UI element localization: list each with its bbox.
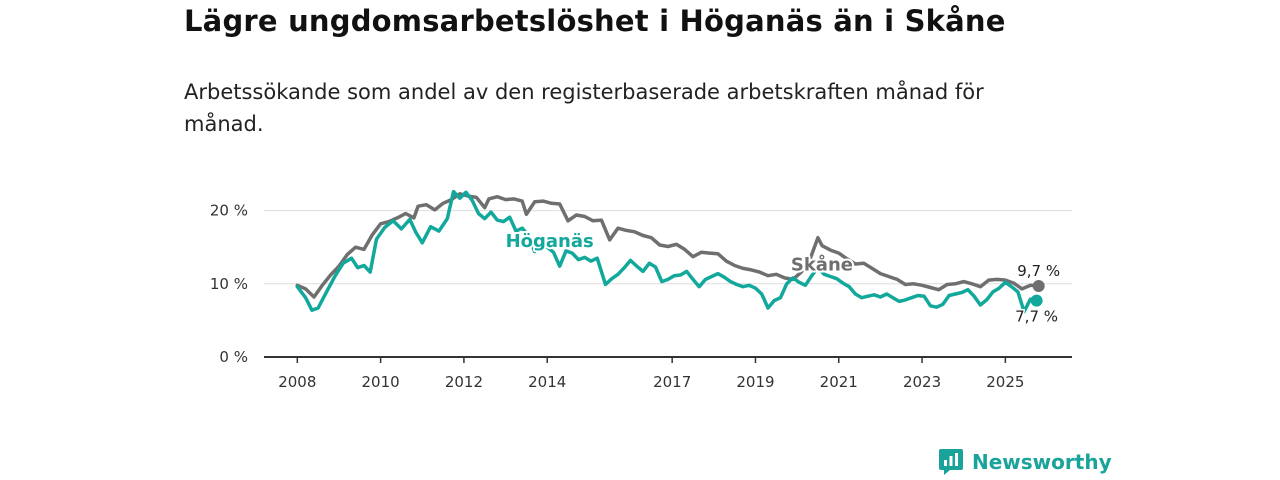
x-tick-label: 2021 (820, 373, 858, 391)
series-label-hoganas: Höganäs (506, 231, 594, 252)
newsworthy-logo[interactable]: Newsworthy (938, 448, 1112, 476)
series-line-hoganas (295, 189, 1039, 314)
series-lines (295, 189, 1045, 314)
page-title: Lägre ungdomsarbetslöshet i Höganäs än i… (184, 4, 1006, 38)
end-label-hoganas: 7,7 % (1015, 308, 1058, 326)
x-tick-label: 2012 (445, 373, 483, 391)
gridlines (264, 210, 1072, 285)
series-label-skane: Skåne (791, 254, 853, 276)
newsworthy-logo-icon (939, 449, 963, 475)
page-subtitle: Arbetssökande som andel av den registerb… (184, 80, 984, 136)
x-tick-label: 2008 (278, 373, 316, 391)
end-marker-skane (1032, 279, 1045, 292)
series-labels: 9,7 % 7,7 % Höganäs Skåne (504, 229, 1062, 327)
x-tick-label: 2010 (362, 373, 400, 391)
y-tick-label: 10 % (210, 275, 248, 293)
x-axis-ticks: 2008 2010 2012 2014 2017 2019 2021 2023 2025 (264, 356, 1072, 391)
y-axis-ticks: 0 % 10 % 20 % (210, 202, 248, 366)
x-tick-label: 2017 (653, 373, 691, 391)
x-tick-label: 2014 (528, 373, 566, 391)
end-label-skane: 9,7 % (1017, 262, 1060, 280)
x-tick-label: 2023 (903, 373, 941, 391)
x-tick-label: 2025 (986, 373, 1024, 391)
y-tick-label: 20 % (210, 202, 248, 220)
series-line-skane (295, 192, 1041, 299)
end-marker-hoganas (1030, 294, 1043, 307)
brand-name: Newsworthy (972, 450, 1112, 474)
y-tick-label: 0 % (219, 348, 248, 366)
x-tick-label: 2019 (736, 373, 774, 391)
